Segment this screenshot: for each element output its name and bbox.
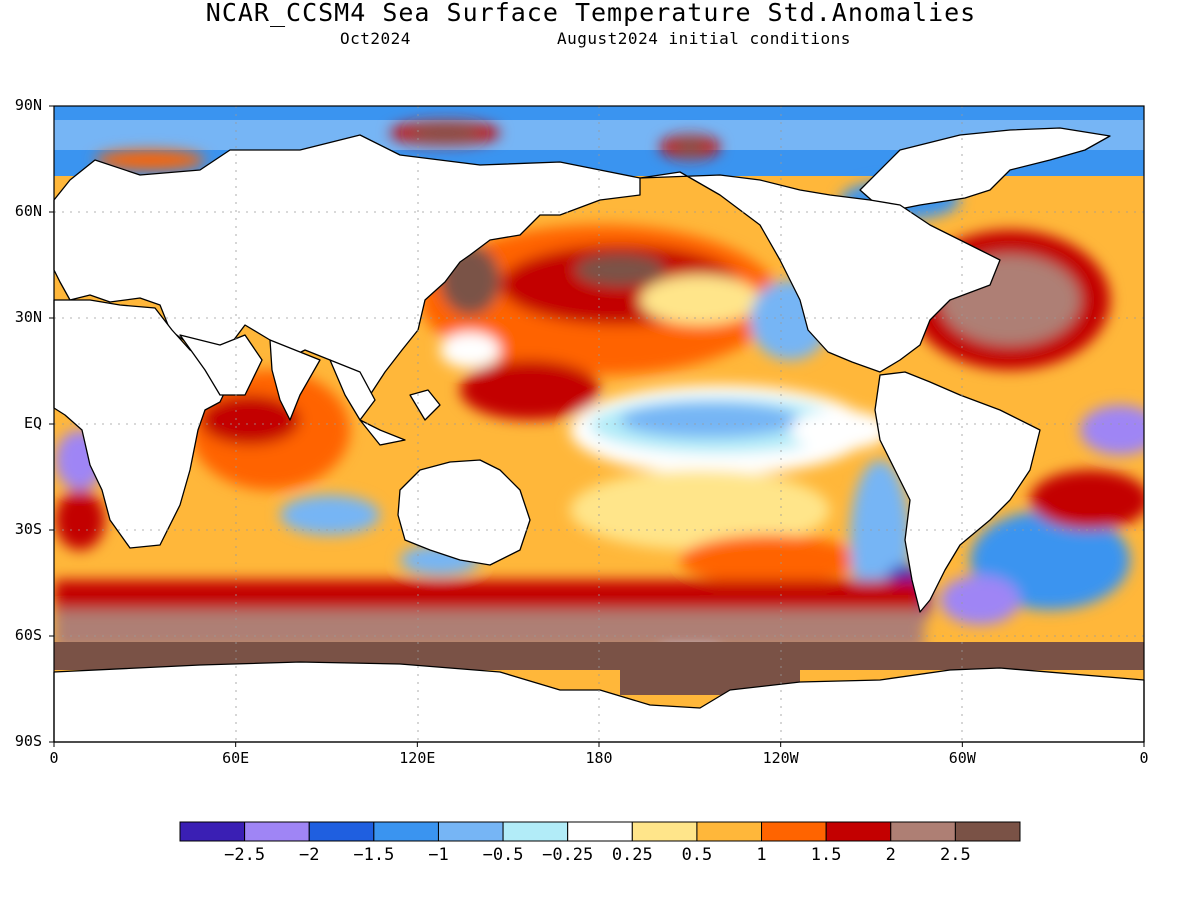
axis-ticks <box>49 105 1145 747</box>
y-tick-label: 90S <box>14 732 42 750</box>
x-tick-label: 0 <box>49 749 59 767</box>
y-tick-label: 30S <box>14 520 42 538</box>
colorbar <box>179 821 1021 842</box>
colorbar-label: 0.25 <box>611 845 653 865</box>
colorbar-label: 0.5 <box>681 845 713 865</box>
colorbar-swatch <box>373 821 439 842</box>
colorbar-swatch <box>567 821 633 842</box>
colorbar-label: −1 <box>428 845 449 865</box>
colorbar-label: −1.5 <box>353 845 395 865</box>
x-tick-label: 60E <box>222 749 250 767</box>
colorbar-swatch <box>825 821 892 842</box>
colorbar-swatch <box>179 821 246 842</box>
x-tick-label: 60W <box>948 749 976 767</box>
colorbar-swatch <box>696 821 763 842</box>
colorbar-swatch <box>761 821 827 842</box>
x-tick-label: 0 <box>1139 749 1149 767</box>
x-tick-label: 120W <box>762 749 799 767</box>
initial-conditions: August2024 initial conditions <box>557 29 851 48</box>
colorbar-label: −2.5 <box>224 845 266 865</box>
y-tick-label: 30N <box>14 308 42 326</box>
chart-title: NCAR_CCSM4 Sea Surface Temperature Std.A… <box>205 0 977 27</box>
graticule <box>54 106 1144 742</box>
colorbar-swatch <box>308 821 375 842</box>
colorbar-label: 2.5 <box>940 845 971 865</box>
x-tick-label: 180 <box>585 749 613 767</box>
colorbar-label: −0.25 <box>542 845 594 865</box>
x-tick-label: 120E <box>399 749 436 767</box>
colorbar-swatch <box>437 821 504 842</box>
colorbar-label: 1 <box>756 845 767 865</box>
colorbar-swatch <box>954 821 1021 842</box>
colorbar-label: −0.5 <box>482 845 524 865</box>
y-tick-label: 60S <box>14 626 42 644</box>
y-tick-label: 60N <box>14 202 42 220</box>
y-tick-label: EQ <box>23 414 42 432</box>
colorbar-label: −2 <box>298 845 320 865</box>
y-tick-label: 90N <box>14 96 42 114</box>
colorbar-swatch <box>890 821 956 842</box>
valid-month: Oct2024 <box>340 29 411 48</box>
colorbar-swatch <box>244 821 310 842</box>
colorbar-swatch <box>502 821 569 842</box>
continents <box>53 127 1145 743</box>
colorbar-label: 2 <box>885 845 896 865</box>
colorbar-swatch <box>631 821 698 842</box>
colorbar-label: 1.5 <box>810 845 842 865</box>
